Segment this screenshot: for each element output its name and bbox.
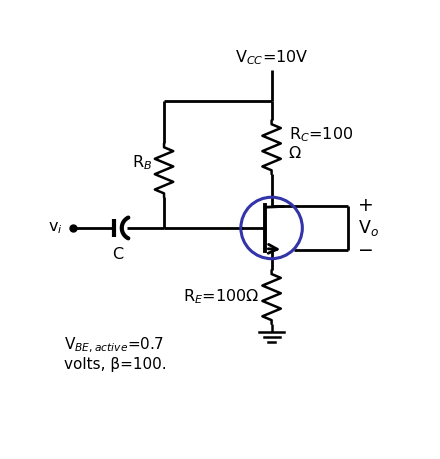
Text: C: C (112, 247, 124, 262)
Text: V$_{BE,active}$=0.7
volts, β=100.: V$_{BE,active}$=0.7 volts, β=100. (64, 336, 167, 372)
Text: R$_{B}$: R$_{B}$ (132, 153, 153, 172)
Text: R$_{E}$=100Ω: R$_{E}$=100Ω (183, 288, 260, 307)
Text: R$_{C}$=100
Ω: R$_{C}$=100 Ω (289, 125, 353, 162)
Text: V$_{CC}$=10V: V$_{CC}$=10V (235, 48, 308, 67)
Text: V$_{o}$: V$_{o}$ (358, 218, 378, 238)
Text: −: − (358, 241, 374, 260)
Text: v$_{i}$: v$_{i}$ (48, 220, 62, 236)
Text: +: + (358, 196, 374, 215)
